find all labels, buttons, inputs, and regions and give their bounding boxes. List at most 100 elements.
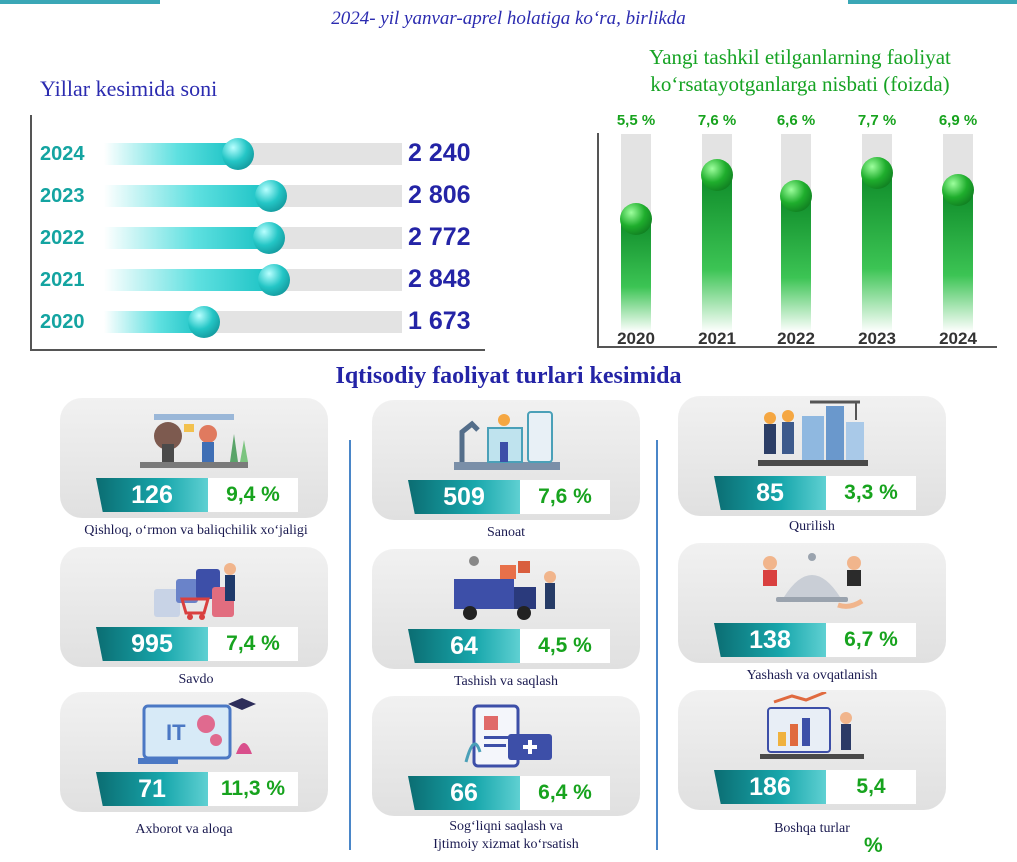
sector-share: 7,4 % xyxy=(208,627,298,661)
ratio-bar xyxy=(702,175,732,332)
yearly-bar-value-label: 2 772 xyxy=(408,223,471,251)
sector-label-health-line1: Sog‘liqni saqlash va xyxy=(449,819,563,834)
ratio-bar-column-2021: 7,6 % 2021 xyxy=(677,112,757,348)
sector-label-transport: Tashish va saqlash xyxy=(453,674,558,689)
it-monitor-icon: IT xyxy=(138,698,256,764)
ratio-bar-value-label: 6,6 % xyxy=(776,112,816,129)
sector-count: 64 xyxy=(408,629,520,663)
ratio-bar-marker xyxy=(701,159,733,191)
yearly-bar-year-label: 2022 xyxy=(40,227,85,249)
ratio-bar-marker xyxy=(780,180,812,212)
ratio-bar-value-label: 7,7 % xyxy=(857,112,897,129)
yearly-bar-year-label: 2020 xyxy=(40,311,85,333)
sector-count: 509 xyxy=(408,480,520,514)
yearly-bar-row-2024: 2024 2 240 xyxy=(0,137,500,171)
ratio-bar-year-label: 2023 xyxy=(858,329,896,348)
sector-count: 138 xyxy=(714,623,826,657)
ratio-chart-axis-x xyxy=(597,346,997,348)
sector-card-health: 66 6,4 % xyxy=(372,696,640,816)
ratio-bar-column-2024: 6,9 % 2024 xyxy=(918,112,998,348)
sector-share: 7,6 % xyxy=(520,480,610,514)
ratio-bar-year-label: 2022 xyxy=(777,329,815,348)
ratio-bar-marker xyxy=(942,174,974,206)
ratio-bar-column-2023: 7,7 % 2023 xyxy=(837,112,917,348)
sector-count: 186 xyxy=(714,770,826,804)
ratio-bar-year-label: 2024 xyxy=(939,329,977,348)
yearly-bar-year-label: 2023 xyxy=(40,185,85,207)
yearly-bar-row-2021: 2021 2 848 xyxy=(0,263,500,297)
sector-count: 85 xyxy=(714,476,826,510)
ratio-bar xyxy=(621,219,651,332)
sector-card-industry: 509 7,6 % xyxy=(372,400,640,520)
sector-label-ict: Axborot va aloqa xyxy=(135,822,233,837)
yearly-bar-value-label: 2 806 xyxy=(408,181,471,209)
yearly-bar-marker xyxy=(188,306,220,338)
sector-label-other: Boshqa turlar xyxy=(774,821,850,836)
yearly-bar-marker xyxy=(222,138,254,170)
delivery-truck-icon xyxy=(454,556,556,620)
yearly-bar-year-label: 2024 xyxy=(40,143,85,165)
yearly-bar xyxy=(104,143,238,165)
yearly-chart-axis-x xyxy=(30,349,485,351)
sector-share-suffix-other: % xyxy=(864,834,883,857)
column-divider-right xyxy=(656,440,658,850)
sector-share: 6,7 % xyxy=(826,623,916,657)
business-chart-icon xyxy=(760,692,864,759)
sector-card-transport: 64 4,5 % xyxy=(372,549,640,669)
factory-robot-icon xyxy=(454,411,560,470)
yearly-count-chart-title: Yillar kesimida soni xyxy=(40,76,218,101)
sector-count: 126 xyxy=(96,478,208,512)
sector-share: 9,4 % xyxy=(208,478,298,512)
yearly-chart-axis-y xyxy=(30,115,32,351)
ratio-chart-axis-y xyxy=(597,133,599,348)
yearly-bar-row-2020: 2020 1 673 xyxy=(0,305,500,339)
medical-clipboard-icon xyxy=(464,704,552,768)
ratio-bar-column-2022: 6,6 % 2022 xyxy=(756,112,836,348)
yearly-bar xyxy=(104,227,269,249)
sector-label-construction: Qurilish xyxy=(789,519,835,534)
sector-share: 5,4 xyxy=(826,770,916,804)
sector-card-other: 186 5,4 xyxy=(678,690,946,810)
yearly-bar-value-label: 1 673 xyxy=(408,307,471,335)
yearly-bar-marker xyxy=(253,222,285,254)
ratio-bar-year-label: 2021 xyxy=(698,329,736,348)
sector-share: 4,5 % xyxy=(520,629,610,663)
sector-count: 71 xyxy=(96,772,208,806)
ratio-bar-marker xyxy=(620,203,652,235)
ratio-bar xyxy=(943,190,973,332)
ratio-bar-value-label: 6,9 % xyxy=(938,112,978,129)
top-accent-left xyxy=(0,0,160,4)
ratio-bar xyxy=(862,173,892,332)
shopping-bags-icon xyxy=(154,563,236,620)
ratio-bar-year-label: 2020 xyxy=(617,329,655,348)
sector-share: 11,3 % xyxy=(208,772,298,806)
sector-label-trade: Savdo xyxy=(178,672,214,687)
column-divider-left xyxy=(349,440,351,850)
svg-text:IT: IT xyxy=(166,720,186,745)
sector-label-hospitality: Yashash va ovqatlanish xyxy=(746,668,878,683)
page-subtitle: 2024- yil yanvar-aprel holatiga ko‘ra, b… xyxy=(331,8,686,29)
sector-count: 995 xyxy=(96,627,208,661)
sector-card-ict: IT 71 11,3 % xyxy=(60,692,328,812)
yearly-bar-marker xyxy=(255,180,287,212)
yearly-bar-marker xyxy=(258,264,290,296)
yearly-bar-row-2022: 2022 2 772 xyxy=(0,221,500,255)
ratio-chart-title: Yangi tashkil etilganlarning faoliyat ko… xyxy=(649,45,951,96)
yearly-bar xyxy=(104,185,271,207)
ratio-bar-value-label: 7,6 % xyxy=(697,112,737,129)
sector-card-agriculture: 126 9,4 % xyxy=(60,398,328,518)
sector-share: 6,4 % xyxy=(520,776,610,810)
yearly-bar-value-label: 2 240 xyxy=(408,139,471,167)
yearly-bar xyxy=(104,269,274,291)
top-accent-right xyxy=(848,0,1017,4)
yearly-bar xyxy=(104,311,204,333)
ratio-bar-marker xyxy=(861,157,893,189)
sector-share: 3,3 % xyxy=(826,476,916,510)
ratio-bar-column-2020: 5,5 % 2020 xyxy=(596,112,676,348)
sector-label-health-line2: Ijtimoiy xizmat ko‘rsatish xyxy=(433,837,579,852)
sector-card-hospitality: 138 6,7 % xyxy=(678,543,946,663)
ratio-bar-value-label: 5,5 % xyxy=(616,112,656,129)
yearly-bar-year-label: 2021 xyxy=(40,269,85,291)
yearly-bar-value-label: 2 848 xyxy=(408,265,471,293)
sector-card-construction: 85 3,3 % xyxy=(678,396,946,516)
